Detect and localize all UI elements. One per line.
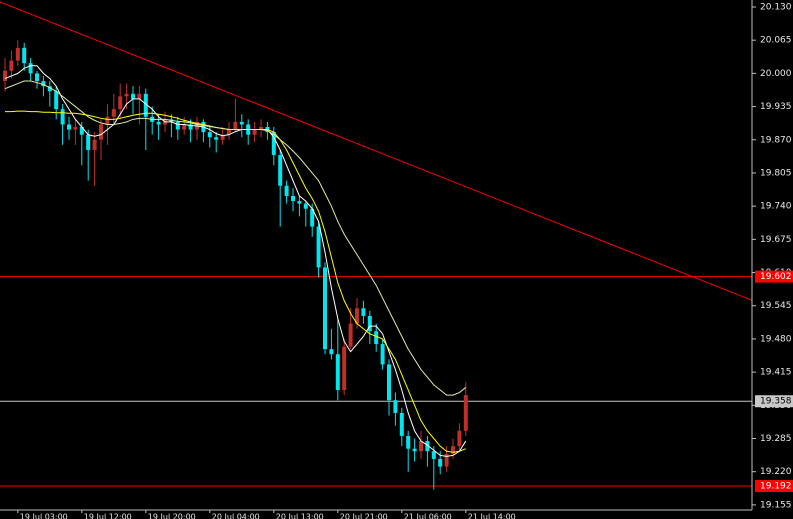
candle-body xyxy=(361,308,366,316)
trendline xyxy=(0,1,753,301)
moving-average xyxy=(4,80,467,396)
x-tick-label: 21 Jul 14:00 xyxy=(468,513,516,519)
candle-body xyxy=(367,315,372,332)
candle-body xyxy=(3,70,7,82)
candle-body xyxy=(35,73,39,82)
candle-body xyxy=(291,195,295,202)
candle-body xyxy=(259,127,263,130)
candle-body xyxy=(79,127,84,135)
y-tick-label: 19.220 xyxy=(760,467,792,477)
candle-body xyxy=(156,121,161,125)
candle-body xyxy=(387,364,391,401)
candle-body xyxy=(252,129,257,135)
candle-body xyxy=(271,132,276,156)
candle-body xyxy=(22,47,27,64)
candle-body xyxy=(143,93,148,117)
moving-average xyxy=(4,65,467,457)
x-tick-label: 20 Jul 13:00 xyxy=(276,513,324,519)
candle-body xyxy=(60,109,65,125)
candle-body xyxy=(342,346,347,390)
candle-body xyxy=(92,139,97,150)
y-tick-label: 19.480 xyxy=(760,334,792,344)
y-tick-label: 19.155 xyxy=(760,500,792,510)
level-label-box xyxy=(755,395,793,408)
candle-body xyxy=(214,137,219,140)
level-label: 19.358 xyxy=(760,397,792,407)
candle-body xyxy=(419,441,423,452)
candle-body xyxy=(118,96,123,110)
candle-body xyxy=(41,81,46,87)
candle-body xyxy=(86,134,91,150)
y-tick-label: 20.000 xyxy=(760,69,792,79)
candle-body xyxy=(9,60,14,71)
candle-body xyxy=(457,430,462,447)
level-label: 19.192 xyxy=(760,481,792,491)
candle-body xyxy=(399,412,404,436)
candle-body xyxy=(182,124,187,130)
candle-body xyxy=(335,354,340,390)
candle-body xyxy=(412,448,417,452)
candle-body xyxy=(220,134,225,140)
candle-body xyxy=(297,201,302,204)
x-tick-label: 19 Jul 12:00 xyxy=(84,513,132,519)
candle-body xyxy=(323,267,327,350)
candle-body xyxy=(188,124,193,130)
candle-body xyxy=(207,132,212,138)
x-tick-label: 19 Jul 20:00 xyxy=(148,513,196,519)
y-tick-label: 19.870 xyxy=(760,135,792,145)
candle-body xyxy=(303,203,308,209)
y-tick-label: 19.675 xyxy=(760,235,792,245)
candle-body xyxy=(239,121,244,125)
candle-body xyxy=(393,400,398,413)
candle-body xyxy=(111,109,116,117)
y-tick-label: 19.285 xyxy=(760,434,792,444)
candle-body xyxy=(227,129,231,135)
candle-body xyxy=(284,185,289,196)
candle-body xyxy=(28,63,33,74)
candle-body xyxy=(73,127,78,130)
candle-body xyxy=(233,121,238,130)
x-tick-label: 19 Jul 03:00 xyxy=(20,513,68,519)
level-label: 19.602 xyxy=(760,272,792,282)
y-tick-label: 19.415 xyxy=(760,368,792,378)
candle-body xyxy=(374,331,379,345)
candle-body xyxy=(431,451,436,459)
candle-body xyxy=(438,458,443,467)
candle-body xyxy=(348,323,353,347)
candle-body xyxy=(316,226,321,268)
candle-body xyxy=(15,47,20,61)
candle-body xyxy=(329,349,334,355)
y-tick-label: 20.130 xyxy=(760,2,792,12)
candle-body xyxy=(47,86,52,92)
candle-body xyxy=(124,93,129,97)
candle-body xyxy=(380,344,385,365)
level-label-box xyxy=(755,479,793,492)
candle-body xyxy=(175,121,180,130)
y-tick-label: 19.740 xyxy=(760,202,792,212)
candle-body xyxy=(278,155,283,186)
x-tick-label: 20 Jul 21:00 xyxy=(340,513,388,519)
x-tick-label: 21 Jul 06:00 xyxy=(404,513,452,519)
y-tick-label: 19.545 xyxy=(760,301,792,311)
y-tick-label: 19.805 xyxy=(760,168,792,178)
candle-body xyxy=(310,208,315,227)
x-tick-label: 20 Jul 04:00 xyxy=(212,513,260,519)
candle-body xyxy=(105,116,110,125)
candle-body xyxy=(444,453,449,467)
candle-body xyxy=(355,308,359,324)
y-tick-label: 19.935 xyxy=(760,102,792,112)
candle-body xyxy=(131,93,135,99)
candle-body xyxy=(463,395,468,431)
candle-body xyxy=(99,124,103,140)
candle-body xyxy=(137,93,142,99)
candle-body xyxy=(451,446,455,454)
candle-body xyxy=(67,124,71,130)
y-tick-label: 20.065 xyxy=(760,36,792,46)
candle-body xyxy=(425,441,430,452)
candle-body xyxy=(54,91,59,110)
level-label-box xyxy=(755,270,793,283)
candle-body xyxy=(406,435,411,449)
